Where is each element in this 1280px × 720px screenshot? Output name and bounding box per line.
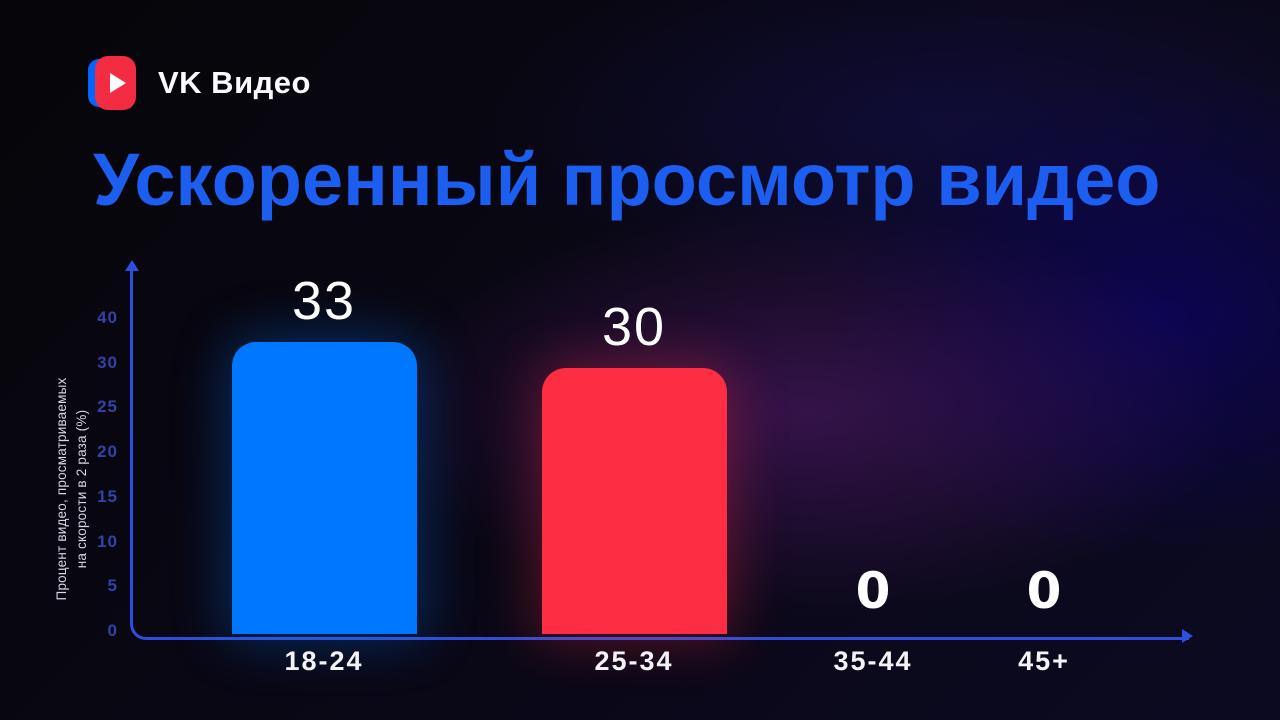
x-category-label: 25-34 xyxy=(594,646,674,676)
bar-value-label: 0 xyxy=(855,562,891,620)
y-tick-label: 30 xyxy=(97,352,118,372)
y-tick-label: 15 xyxy=(97,486,118,506)
x-axis-arrow-icon xyxy=(1182,629,1193,643)
x-category-label: 18-24 xyxy=(284,646,364,676)
y-tick-label: 25 xyxy=(97,397,118,417)
y-tick-label: 20 xyxy=(97,442,118,462)
play-triangle-icon xyxy=(110,73,126,93)
y-tick-label: 5 xyxy=(107,576,118,596)
axis-frame xyxy=(130,270,1189,640)
page-title: Ускоренный просмотр видео xyxy=(93,138,1161,221)
x-category-label: 35-44 xyxy=(833,646,913,676)
bar-value-label: 30 xyxy=(601,297,667,357)
bar-value-label: 33 xyxy=(291,271,357,331)
vk-video-play-icon xyxy=(88,56,136,110)
y-tick-label: 10 xyxy=(97,531,118,551)
y-axis-arrow-icon xyxy=(125,260,139,271)
bar-value-label: 0 xyxy=(1026,562,1062,620)
y-tick-label: 40 xyxy=(97,308,118,327)
bar-25-34 xyxy=(541,368,727,634)
bar-18-24 xyxy=(231,342,417,634)
y-tick-label: 0 xyxy=(107,620,118,640)
brand-name: VK Видео xyxy=(158,65,311,100)
vk-video-logo: VK Видео xyxy=(88,56,311,110)
x-category-label: 45+ xyxy=(1018,646,1070,676)
